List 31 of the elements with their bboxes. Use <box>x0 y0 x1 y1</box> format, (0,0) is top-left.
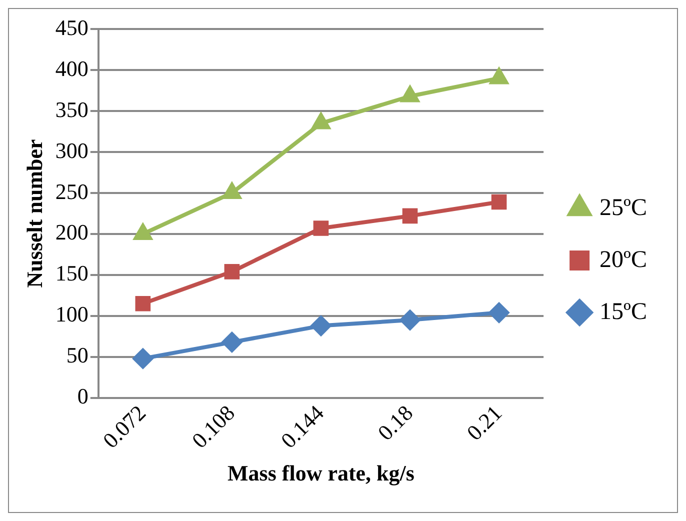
legend-label: 25ºC <box>600 194 648 221</box>
point <box>490 68 508 84</box>
point <box>132 348 153 369</box>
x-axis-title: Mass flow rate, kg/s <box>227 460 415 486</box>
point <box>491 194 507 210</box>
point <box>400 310 420 330</box>
y-tick-label: 400 <box>55 56 88 81</box>
point <box>224 264 240 280</box>
y-tick-label: 300 <box>55 138 88 163</box>
y-tick-label: 50 <box>66 342 88 368</box>
point <box>402 208 418 224</box>
y-tick-label: 150 <box>55 260 88 286</box>
point <box>310 316 331 336</box>
y-tick-label: 0 <box>77 384 88 409</box>
point <box>223 182 241 199</box>
point <box>312 113 330 130</box>
y-tick-label: 250 <box>55 178 88 204</box>
y-tick-label: 350 <box>55 96 88 122</box>
x-tick-label: 0.21 <box>462 400 507 446</box>
point <box>401 86 419 102</box>
y-tick-label: 450 <box>55 14 88 40</box>
y-tick-label: 200 <box>55 220 88 245</box>
legend-label: 20ºC <box>600 246 648 273</box>
point <box>135 296 151 312</box>
y-axis-title: Nusselt number <box>22 138 47 288</box>
legend-label: 15ºC <box>600 298 648 325</box>
point <box>313 220 329 236</box>
point <box>222 332 242 352</box>
point <box>489 302 510 323</box>
y-tick-label: 100 <box>55 302 88 327</box>
x-tick-label: 0.18 <box>372 400 418 446</box>
